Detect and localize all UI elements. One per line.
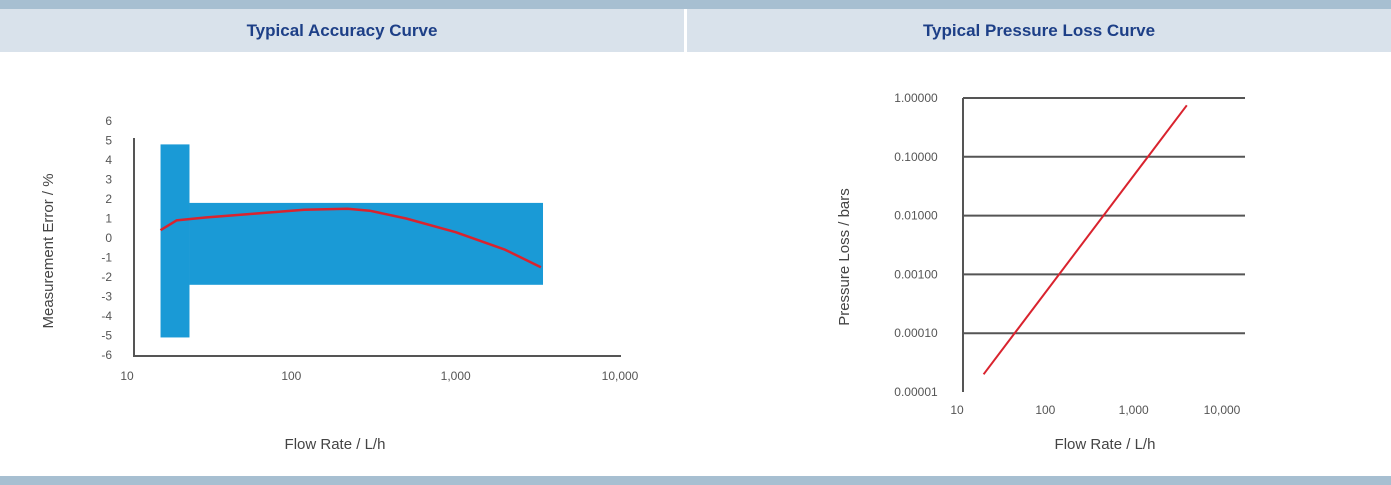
tolerance-band [189,202,544,285]
x-tick-label: 1,000 [441,369,471,383]
y-tick-label: 5 [105,134,112,148]
x-tick-label: 10,000 [602,369,639,383]
x-axis-title: Flow Rate / L/h [1055,436,1156,453]
y-tick-label: 6 [105,114,112,128]
y-tick-label: 0 [105,231,112,245]
accuracy-chart-header: Typical Accuracy Curve [0,9,684,52]
y-tick-label: 1.00000 [894,91,938,105]
accuracy-curve [159,207,542,269]
y-tick-label: 1 [105,212,112,226]
x-tick-label: 100 [1035,403,1055,417]
y-tick-label: -2 [101,270,112,284]
y-tick-label: -4 [101,309,112,323]
x-axis-title: Flow Rate / L/h [285,436,386,453]
x-tick-label: 10 [120,369,134,383]
y-tick-label: 0.00100 [894,267,938,281]
y-tick-label: -5 [101,329,112,343]
y-tick-label: 3 [105,173,112,187]
y-axis-title: Pressure Loss / bars [836,188,853,326]
pressure-loss-line [982,104,1188,375]
pressure-loss-chart-header: Typical Pressure Loss Curve [687,9,1391,52]
tolerance-band [160,144,190,338]
x-tick-label: 100 [281,369,301,383]
y-axis-title: Measurement Error / % [40,173,57,328]
top-rule [0,0,1391,9]
y-tick-label: 0.01000 [894,209,938,223]
y-tick-label: -1 [101,251,112,265]
bottom-rule [0,476,1391,485]
x-tick-label: 1,000 [1119,403,1149,417]
y-tick-label: 2 [105,192,112,206]
y-tick-label: 0.00001 [894,385,938,399]
y-tick-label: -3 [101,290,112,304]
y-tick-label: 0.10000 [894,150,938,164]
y-tick-label: 4 [105,153,112,167]
x-tick-label: 10,000 [1204,403,1241,417]
y-tick-label: -6 [101,348,112,362]
x-tick-label: 10 [950,403,964,417]
y-tick-label: 0.00010 [894,326,938,340]
